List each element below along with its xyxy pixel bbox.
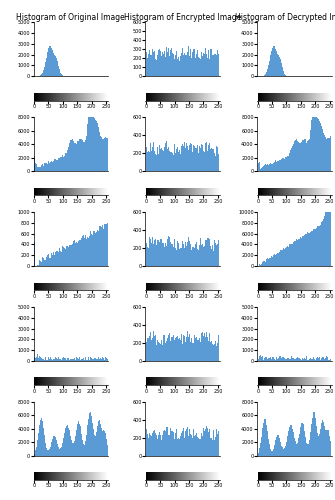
Title: Histogram of Decrypted Image: Histogram of Decrypted Image xyxy=(235,12,335,22)
Title: Histogram of Original Image: Histogram of Original Image xyxy=(16,12,125,22)
Title: Histogram of Encrypted Image: Histogram of Encrypted Image xyxy=(124,12,241,22)
